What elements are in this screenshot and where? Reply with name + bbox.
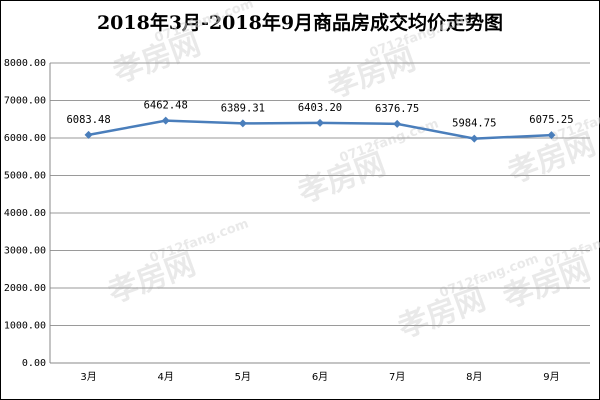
x-tick-label: 6月 [312, 371, 328, 383]
y-tick-label: 3000.00 [4, 246, 46, 257]
y-tick-label: 8000.00 [4, 58, 46, 69]
data-label: 6389.31 [221, 102, 265, 114]
x-tick-label: 3月 [80, 371, 96, 383]
data-point [547, 131, 556, 140]
data-label: 6083.48 [66, 114, 110, 126]
y-tick-label: 0.00 [22, 358, 46, 369]
y-tick-label: 2000.00 [4, 283, 46, 294]
data-point [470, 134, 479, 143]
x-tick-label: 8月 [466, 371, 482, 383]
data-label: 5984.75 [452, 118, 496, 130]
y-tick-label: 4000.00 [4, 208, 46, 219]
data-point [84, 130, 93, 139]
data-label: 6075.25 [529, 114, 573, 126]
data-point [316, 118, 324, 127]
chart-title: 2018年3月-2018年9月商品房成交均价走势图 [97, 11, 503, 34]
x-tick-label: 7月 [389, 371, 405, 383]
x-tick-label: 9月 [543, 371, 559, 383]
data-point [238, 119, 247, 128]
y-tick-label: 1000.00 [4, 321, 46, 332]
data-label: 6376.75 [375, 103, 419, 115]
data-label: 6462.48 [144, 100, 188, 112]
y-tick-label: 5000.00 [4, 171, 46, 182]
data-label: 6403.20 [298, 102, 342, 114]
y-tick-label: 7000.00 [4, 96, 46, 107]
x-tick-label: 4月 [158, 371, 174, 383]
x-tick-label: 5月 [235, 371, 251, 383]
data-point [161, 116, 170, 125]
data-point [393, 119, 402, 128]
y-tick-label: 6000.00 [4, 133, 46, 144]
